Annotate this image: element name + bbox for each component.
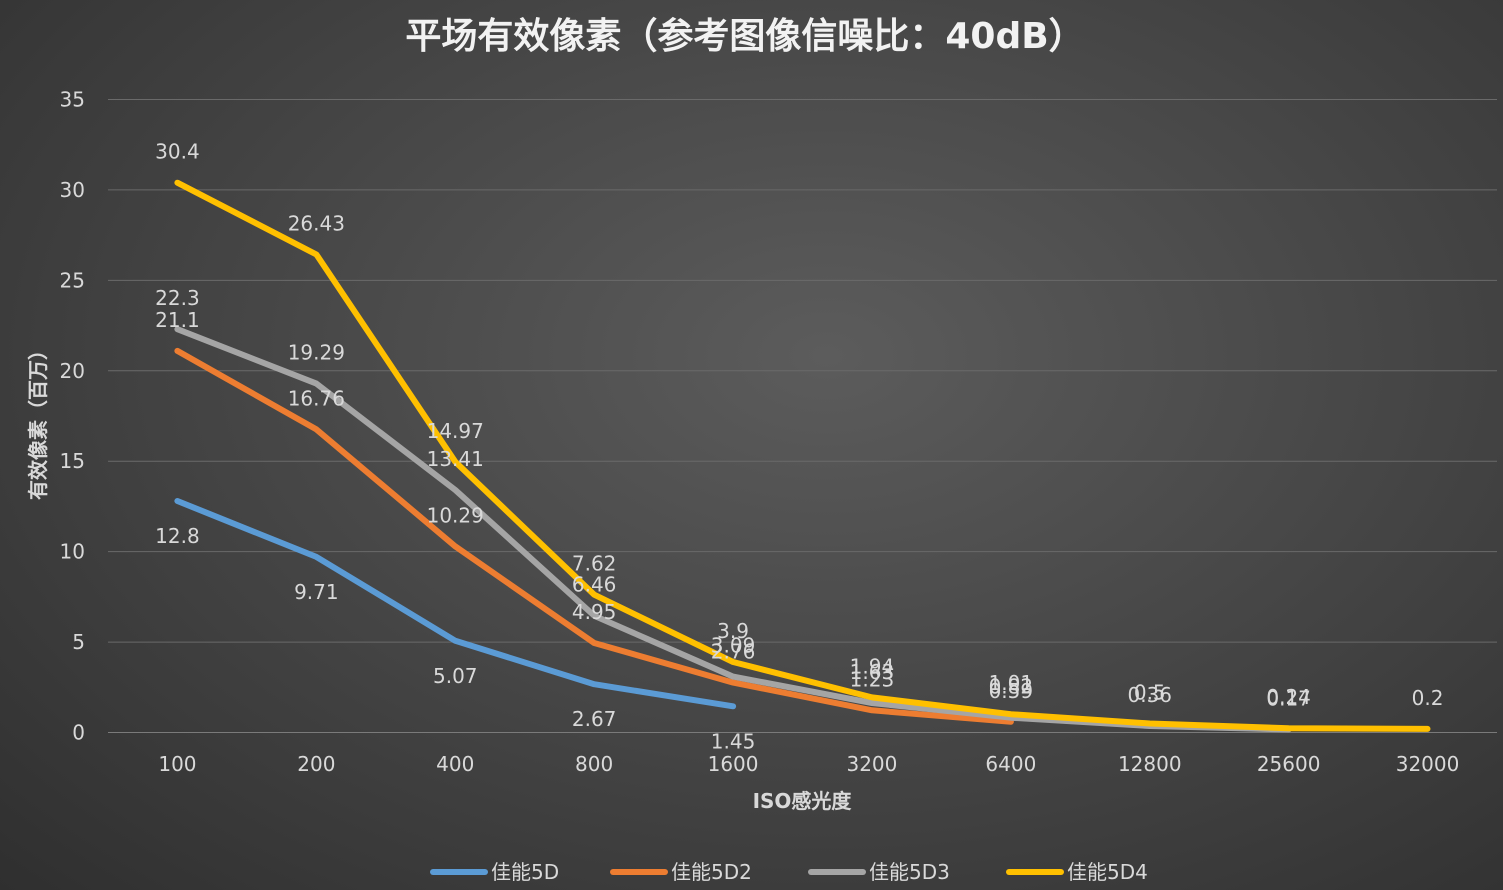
y-tick-label: 25: [60, 268, 85, 292]
data-label: 1.23: [850, 667, 895, 691]
chart-title: 平场有效像素（参考图像信噪比：40dB）: [405, 16, 1084, 57]
y-tick-label: 15: [60, 449, 85, 473]
y-tick-labels: 0 5 10 15 20 25 30 35: [60, 88, 85, 745]
x-tick-label: 32000: [1396, 752, 1460, 776]
data-label: 16.76: [288, 386, 345, 410]
data-label: 12.8: [155, 524, 200, 548]
legend-label: 佳能5D3: [869, 860, 950, 884]
data-labels: 12.8 9.71 5.07 2.67 1.45 21.1 16.76 10.29 4.95 2.…: [155, 140, 1443, 754]
data-label: 1.01: [989, 671, 1034, 695]
data-label: 1.45: [711, 729, 756, 753]
data-label: 6.46: [572, 573, 617, 597]
data-label: 9.71: [294, 580, 339, 604]
data-label: 13.41: [427, 447, 484, 471]
series-lines: [174, 179, 1431, 733]
y-tick-label: 20: [60, 359, 85, 383]
x-tick-label: 200: [297, 752, 335, 776]
x-tick-label: 12800: [1118, 752, 1182, 776]
data-label: 0.82: [989, 675, 1034, 699]
data-label: 1.63: [850, 660, 895, 684]
y-tick-label: 0: [72, 721, 85, 745]
y-tick-label: 10: [60, 540, 85, 564]
data-label: 21.1: [155, 308, 200, 332]
legend-label: 佳能5D4: [1067, 860, 1148, 884]
series-line: [174, 347, 1014, 725]
legend-label: 佳能5D: [491, 860, 559, 884]
y-tick-label: 35: [60, 88, 85, 112]
data-label: 14.97: [427, 419, 484, 443]
x-tick-label: 1600: [708, 752, 759, 776]
x-tick-label: 800: [575, 752, 613, 776]
legend-label: 佳能5D2: [671, 860, 752, 884]
data-label: 0.24: [1266, 685, 1311, 709]
data-label: 0.5: [1134, 680, 1166, 704]
x-tick-label: 3200: [846, 752, 897, 776]
data-label: 2.67: [572, 707, 617, 731]
x-axis-title: ISO感光度: [753, 789, 853, 813]
x-tick-label: 25600: [1257, 752, 1321, 776]
series-line: [174, 498, 737, 710]
series-line: [174, 179, 1431, 732]
data-label: 0.36: [1127, 683, 1172, 707]
data-label: 10.29: [427, 503, 484, 527]
x-tick-labels: 100 200 400 800 1600 3200 6400 12800 25600 32000: [158, 752, 1459, 776]
x-tick-label: 6400: [985, 752, 1036, 776]
data-label: 19.29: [288, 341, 345, 365]
data-label: 3.9: [717, 619, 749, 643]
data-label: 0.59: [989, 679, 1034, 703]
data-label: 4.95: [572, 600, 617, 624]
gridlines: [108, 99, 1497, 733]
legend: 佳能5D 佳能5D2 佳能5D3 佳能5D4: [430, 860, 1148, 884]
data-label: 2.76: [711, 640, 756, 664]
x-tick-label: 400: [436, 752, 474, 776]
data-label: 3.09: [711, 634, 756, 658]
data-label: 0.17: [1266, 686, 1311, 710]
data-label: 7.62: [572, 552, 617, 576]
data-label: 1.94: [850, 654, 895, 678]
x-tick-label: 100: [158, 752, 196, 776]
data-label: 26.43: [288, 211, 345, 235]
data-label: 30.4: [155, 140, 200, 164]
data-label: 0.2: [1412, 686, 1444, 710]
y-tick-label: 5: [72, 630, 85, 654]
y-axis-title: 有效像素（百万）: [26, 340, 50, 500]
data-label: 5.07: [433, 664, 478, 688]
y-tick-label: 30: [60, 178, 85, 202]
data-label: 22.3: [155, 286, 200, 310]
